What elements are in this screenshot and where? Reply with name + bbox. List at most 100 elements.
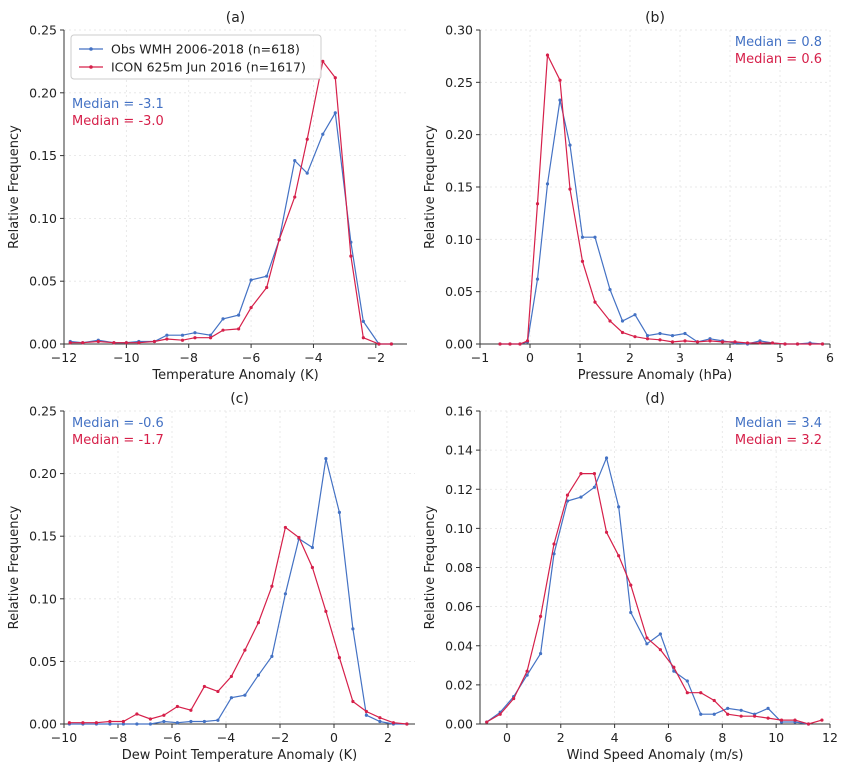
data-point-obs <box>351 627 355 631</box>
data-point-icon <box>391 721 395 725</box>
data-point-icon <box>620 330 625 335</box>
data-point-icon <box>545 53 550 57</box>
data-point-icon <box>726 712 730 716</box>
data-point-icon <box>512 696 516 701</box>
median-annotation-icon: Median = 0.6 <box>735 52 822 67</box>
y-tick-label: 0.10 <box>29 211 57 226</box>
data-point-obs <box>620 319 625 323</box>
data-point-obs <box>333 111 337 115</box>
data-point-icon <box>249 305 253 310</box>
legend: Obs WMH 2006-2018 (n=618) ICON 625m Jun 2… <box>70 34 322 80</box>
y-axis-label: Relative Frequency <box>7 125 22 249</box>
data-point-obs <box>766 706 770 710</box>
y-tick-label: 0.15 <box>29 529 57 544</box>
data-point-obs <box>670 334 675 338</box>
y-tick-label: 0.05 <box>29 654 57 669</box>
data-point-obs <box>658 331 662 336</box>
x-tick-label: 12 <box>822 730 838 745</box>
data-point-obs <box>305 171 309 175</box>
series-line-icon <box>486 473 823 725</box>
median-annotation-icon: Median = -3.0 <box>72 114 164 129</box>
data-point-icon <box>670 340 675 344</box>
data-point-obs <box>165 333 169 337</box>
data-point-icon <box>81 721 85 725</box>
data-point-obs <box>148 722 152 726</box>
legend-label-obs: Obs WMH 2006-2018 (n=618) <box>111 42 300 57</box>
data-point-icon <box>645 337 650 341</box>
data-point-icon <box>270 584 274 588</box>
data-point-icon <box>795 342 800 346</box>
data-point-obs <box>337 510 341 515</box>
data-point-obs <box>629 610 633 615</box>
data-point-obs <box>364 713 368 717</box>
data-point-obs <box>310 545 314 550</box>
data-point-icon <box>208 336 213 340</box>
series-line-obs <box>70 111 392 345</box>
data-point-icon <box>305 137 309 141</box>
y-tick-label: 0.15 <box>445 180 473 195</box>
data-point-icon <box>96 339 100 344</box>
data-point-icon <box>237 327 241 331</box>
y-tick-label: 0.25 <box>445 75 473 90</box>
y-tick-label: 0.20 <box>29 85 57 100</box>
data-point-icon <box>321 59 325 64</box>
data-point-icon <box>108 719 112 724</box>
x-tick-label: −6 <box>163 730 181 745</box>
data-point-icon <box>221 328 225 332</box>
data-point-icon <box>552 542 556 546</box>
x-tick-label: 1 <box>576 350 584 365</box>
x-tick-label: −4 <box>217 730 235 745</box>
data-point-icon <box>337 656 341 660</box>
data-point-obs <box>593 235 597 239</box>
data-point-icon <box>645 636 649 640</box>
x-tick-label: 3 <box>676 350 684 365</box>
data-point-icon <box>720 340 725 344</box>
x-tick-label: 4 <box>611 730 619 745</box>
x-tick-label: 10 <box>768 730 784 745</box>
y-tick-label: 0.00 <box>29 337 57 352</box>
data-point-icon <box>148 717 152 721</box>
data-point-obs <box>525 673 529 677</box>
data-point-icon <box>820 342 825 346</box>
data-point-icon <box>739 714 743 718</box>
panel-title: (a) <box>226 10 246 26</box>
data-point-icon <box>256 620 260 625</box>
data-point-obs <box>699 712 703 716</box>
legend-box <box>70 34 322 80</box>
data-point-obs <box>608 287 612 292</box>
data-point-icon <box>351 699 355 704</box>
y-tick-label: 0.05 <box>445 284 473 299</box>
data-point-icon <box>608 319 612 323</box>
data-point-icon <box>793 718 797 722</box>
data-point-icon <box>277 238 281 242</box>
data-point-icon <box>297 535 301 540</box>
data-point-icon <box>820 718 824 722</box>
x-tick-label: −2 <box>271 730 289 745</box>
data-point-icon <box>593 300 597 304</box>
data-point-icon <box>658 338 662 342</box>
data-point-obs <box>579 495 583 499</box>
data-point-icon <box>806 722 811 726</box>
data-point-obs <box>645 334 650 338</box>
y-axis-label: Relative Frequency <box>423 125 438 249</box>
data-point-icon <box>568 187 572 191</box>
data-point-icon <box>758 341 762 345</box>
data-point-icon <box>592 472 597 476</box>
data-point-icon <box>633 335 637 339</box>
data-point-obs <box>633 313 637 317</box>
median-annotation-icon: Median = -1.7 <box>72 433 164 448</box>
data-point-icon <box>121 719 125 724</box>
data-point-icon <box>162 713 166 717</box>
data-point-icon <box>672 665 676 669</box>
data-point-obs <box>193 331 197 335</box>
series-line-obs <box>486 455 809 725</box>
data-point-obs <box>265 274 269 278</box>
data-point-obs <box>604 456 609 460</box>
y-tick-label: 0.25 <box>29 404 57 419</box>
data-point-icon <box>518 342 522 346</box>
data-point-icon <box>770 341 775 345</box>
data-point-icon <box>378 716 382 720</box>
panel-title: (b) <box>645 10 665 26</box>
data-point-obs <box>645 642 649 646</box>
